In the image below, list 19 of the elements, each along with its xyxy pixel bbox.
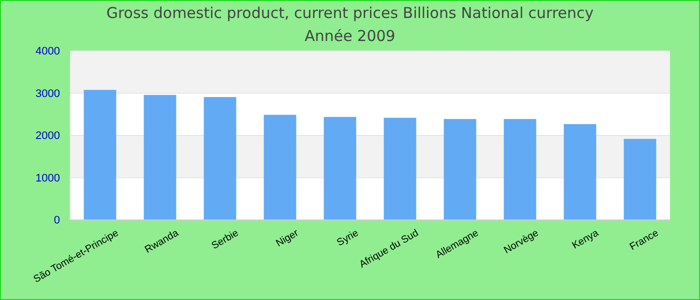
y-tick-label: 1000 <box>36 172 60 184</box>
x-tick-label: Syrie <box>335 228 361 249</box>
bar <box>504 119 536 220</box>
bar <box>144 94 176 220</box>
bar <box>324 116 356 220</box>
bar <box>384 118 416 220</box>
x-tick-label: Niger <box>274 227 302 250</box>
bar <box>264 114 296 220</box>
bar <box>84 90 116 220</box>
bar <box>444 119 476 220</box>
y-tick-label: 4000 <box>36 46 60 58</box>
bar <box>204 97 236 220</box>
bar <box>624 138 656 220</box>
chart-subtitle: Année 2009 <box>304 27 396 45</box>
bar <box>564 124 596 220</box>
y-tick-label: 3000 <box>36 88 60 100</box>
chart-title: Gross domestic product, current prices Billions National currency <box>106 4 594 22</box>
y-tick-label: 0 <box>54 214 60 227</box>
y-tick-label: 2000 <box>36 130 60 142</box>
